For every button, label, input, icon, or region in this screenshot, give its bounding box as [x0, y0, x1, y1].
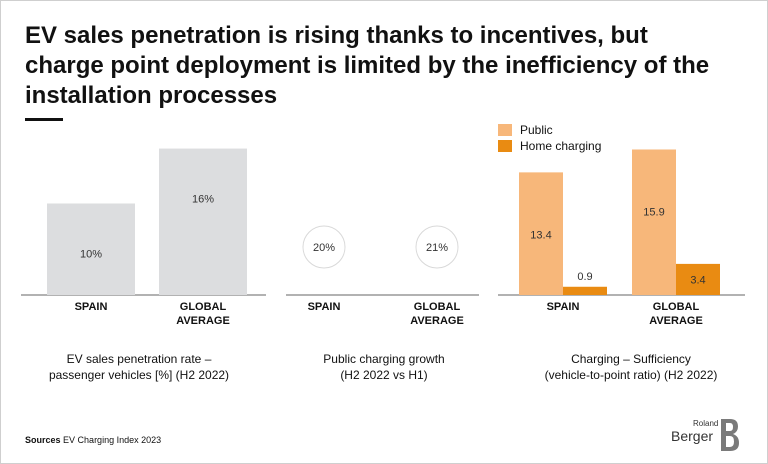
caption-ev-penetration: EV sales penetration rate – passenger ve…: [29, 351, 249, 383]
caption-charging-growth: Public charging growth (H2 2022 vs H1): [274, 351, 494, 383]
logo-text-roland: Roland: [693, 419, 719, 428]
caption-sufficiency: Charging – Sufficiency (vehicle-to-point…: [521, 351, 741, 383]
category-label: GLOBAL: [180, 301, 227, 313]
caption-line: EV sales penetration rate –: [66, 352, 212, 366]
bar-public: [519, 172, 563, 295]
data-label: 16%: [192, 194, 214, 206]
category-label: AVERAGE: [410, 315, 464, 327]
data-label: 20%: [313, 242, 335, 254]
bar-public: [632, 149, 676, 295]
roland-berger-logo: Roland Berger: [669, 417, 745, 453]
bar-ev-penetration: [47, 203, 135, 295]
category-label: SPAIN: [308, 301, 341, 313]
bar-ev-penetration: [159, 148, 247, 295]
sources-note: Sources EV Charging Index 2023: [25, 435, 161, 445]
legend-label-public: Public: [520, 123, 553, 137]
caption-line: (H2 2022 vs H1): [340, 368, 428, 382]
category-label: SPAIN: [75, 301, 108, 313]
data-label: 21%: [426, 242, 448, 254]
caption-line: Charging – Sufficiency: [571, 352, 691, 366]
legend-item-home-charging: Home charging: [498, 139, 601, 153]
category-label: AVERAGE: [176, 315, 230, 327]
page-title: EV sales penetration is rising thanks to…: [25, 22, 710, 109]
logo-b-mark-icon: [721, 419, 739, 451]
growth-circle: [415, 225, 459, 269]
data-label: 10%: [80, 248, 102, 260]
caption-line: (vehicle-to-point ratio) (H2 2022): [544, 368, 718, 382]
caption-line: Public charging growth: [323, 352, 445, 366]
data-label: 15.9: [643, 206, 664, 218]
legend-item-public: Public: [498, 123, 553, 137]
category-label: AVERAGE: [649, 315, 703, 327]
charts-area: 10% SPAIN 16% GLOBAL AVERAGE 20% SPAIN 21% GLOBA…: [21, 148, 745, 327]
bar-home-charging: [676, 263, 720, 295]
data-label: 3.4: [690, 274, 705, 286]
data-label: 13.4: [530, 229, 551, 241]
legend-label-home-charging: Home charging: [520, 139, 602, 153]
caption-line: passenger vehicles [%] (H2 2022): [48, 368, 230, 382]
data-label: 0.9: [577, 271, 592, 283]
logo-text-berger: Berger: [671, 428, 714, 444]
sources-text: EV Charging Index 2023: [63, 435, 162, 445]
legend-swatch-public: [498, 124, 512, 136]
sources-label: Sources: [25, 435, 61, 445]
category-label: GLOBAL: [653, 301, 700, 313]
category-label: SPAIN: [547, 301, 580, 313]
legend-swatch-home-charging: [498, 140, 512, 152]
bar-home-charging: [563, 286, 607, 295]
category-label: GLOBAL: [414, 301, 461, 313]
growth-circle: [302, 225, 346, 269]
title-underline: [25, 118, 63, 121]
